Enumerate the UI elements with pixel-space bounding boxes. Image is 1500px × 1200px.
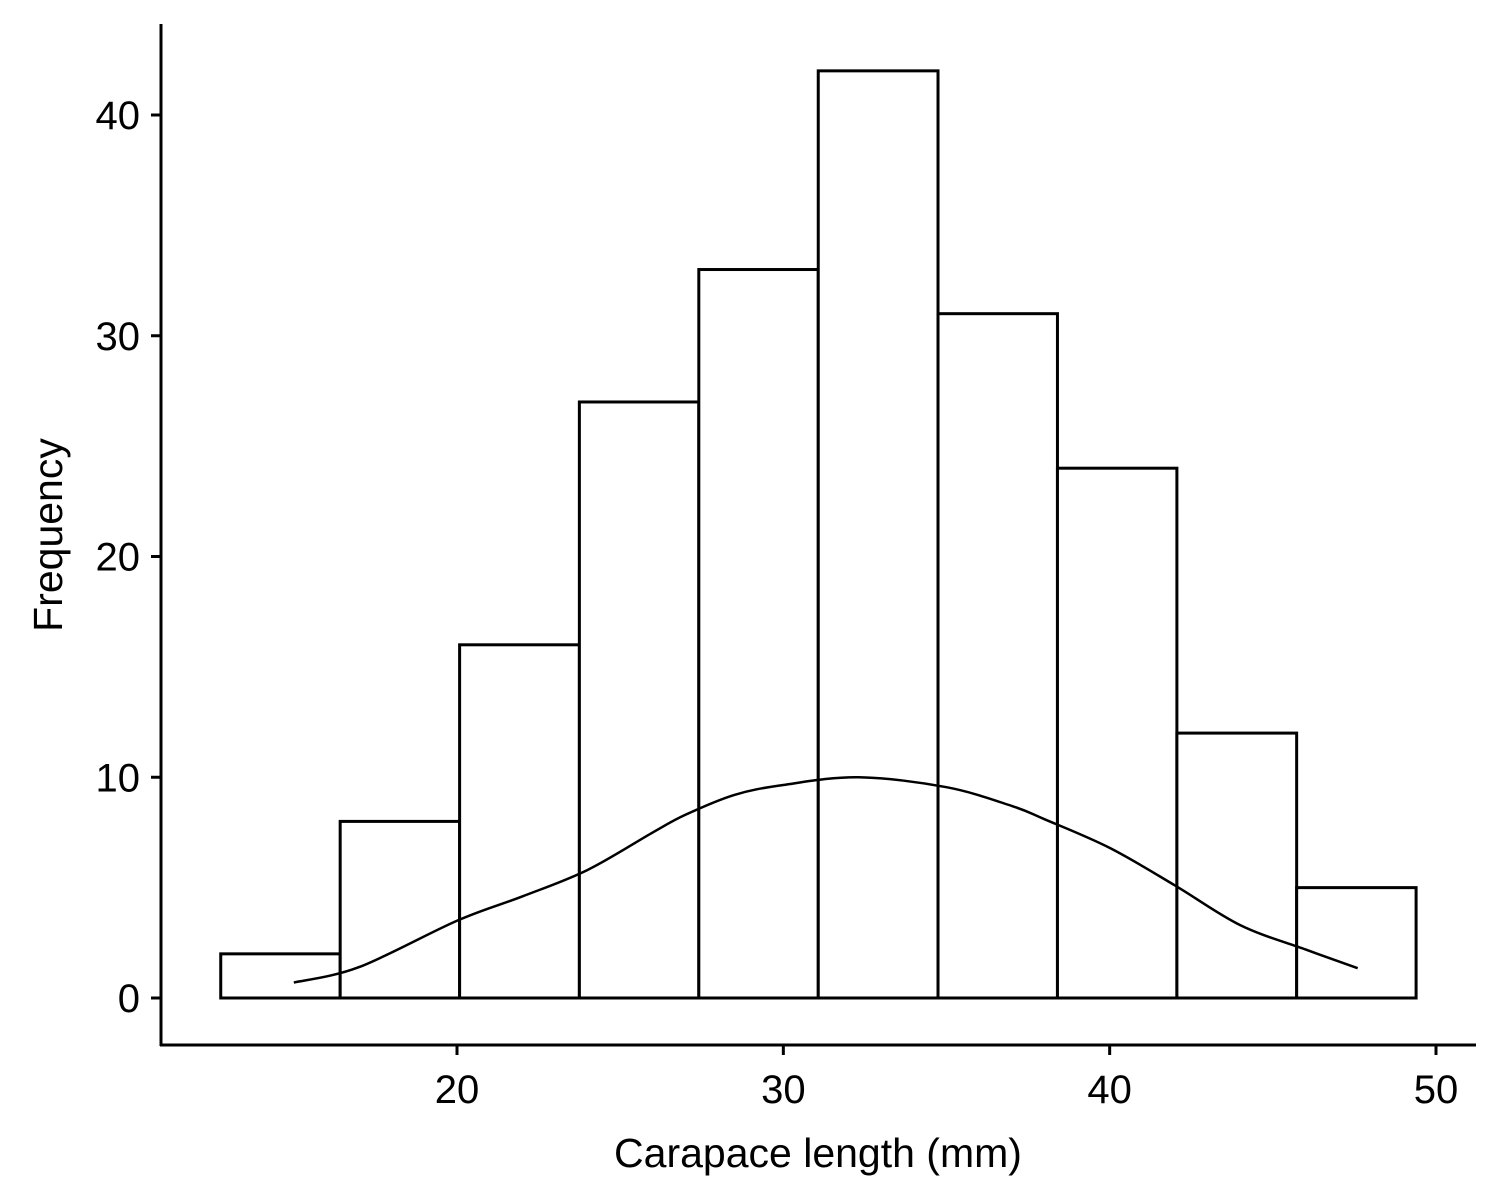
histogram-bar <box>577 400 701 1000</box>
histogram-bar <box>936 312 1059 1000</box>
y-tick-label: 0 <box>118 977 140 1021</box>
y-ticks: 0 10 20 30 40 <box>96 94 161 1021</box>
y-tick-label: 30 <box>96 315 141 359</box>
y-tick-label: 40 <box>96 94 141 138</box>
histogram-bar <box>1055 466 1179 1000</box>
histogram-bar <box>1295 886 1418 1000</box>
x-tick-label: 20 <box>435 1068 480 1112</box>
histogram-bar <box>816 69 940 1000</box>
histogram-bar <box>1175 731 1299 1000</box>
x-ticks: 20 30 40 50 <box>435 1045 1459 1112</box>
density-curve <box>293 775 1359 984</box>
histogram-bar <box>697 268 820 1000</box>
x-axis-title: Carapace length (mm) <box>614 1130 1022 1176</box>
y-tick-label: 20 <box>96 536 141 580</box>
bars-group <box>219 69 1418 1000</box>
y-axis-title: Frequency <box>25 438 71 632</box>
histogram-bar <box>458 643 581 1000</box>
histogram-bar <box>219 952 342 1000</box>
x-tick-label: 30 <box>761 1068 806 1112</box>
x-tick-label: 50 <box>1414 1068 1459 1112</box>
histogram-bar <box>338 819 462 1000</box>
x-tick-label: 40 <box>1087 1068 1132 1112</box>
y-tick-label: 10 <box>96 756 141 800</box>
